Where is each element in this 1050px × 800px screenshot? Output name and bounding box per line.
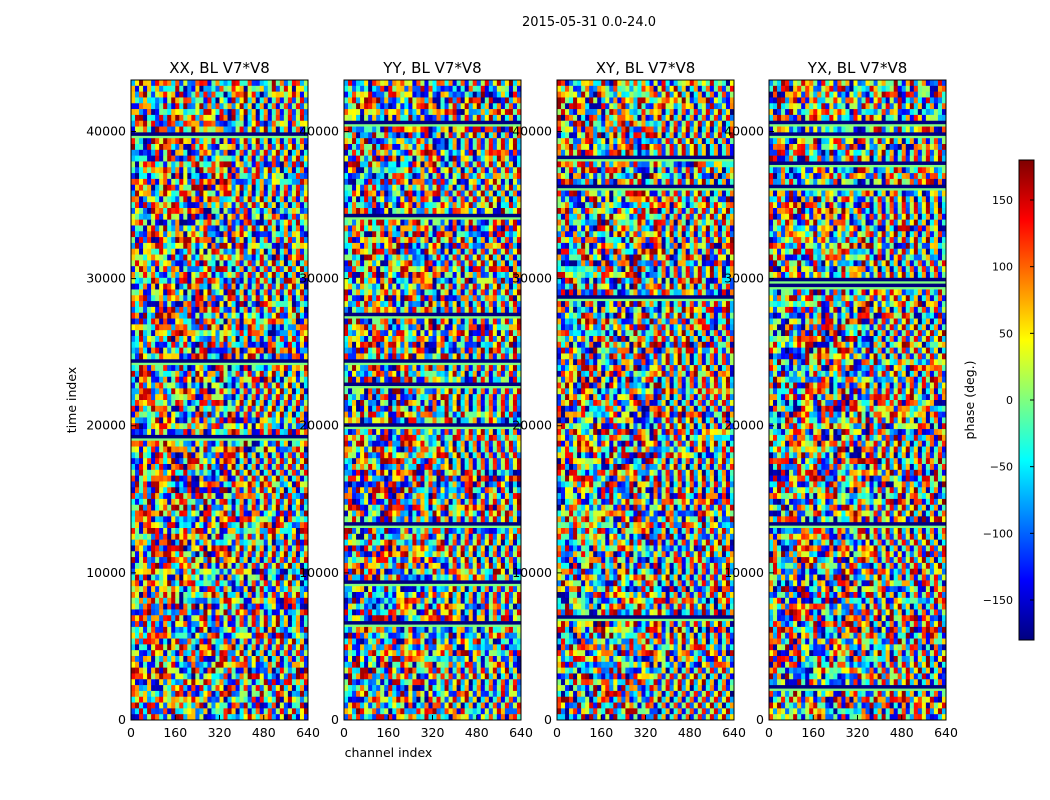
y-tick-label: 10000 [299,565,339,580]
x-tick-label: 160 [801,725,825,740]
panel-title: XY, BL V7*V8 [596,59,696,77]
y-tick-label: 40000 [512,123,552,138]
panel-3: YX, BL V7*V8 0 160 320 480 640 0 10000 20000 3000… [724,59,958,740]
x-tick-label: 640 [722,725,746,740]
x-tick-label: 0 [765,725,773,740]
panel-title: YX, BL V7*V8 [807,59,908,77]
heatmap-image [131,80,308,720]
panel-0: XX, BL V7*V8 0 160 320 480 640 0 10000 20000 3000… [64,59,320,740]
x-axis-label: channel index [345,745,433,760]
y-tick-label: 20000 [86,418,126,433]
colorbar-tick-label: 100 [992,261,1013,274]
panel-title: YY, BL V7*V8 [382,59,481,77]
y-tick-label: 40000 [299,123,339,138]
y-tick-label: 40000 [86,123,126,138]
x-tick-label: 0 [127,725,135,740]
colorbar-tick-label: 150 [992,194,1013,207]
x-tick-label: 160 [589,725,613,740]
colorbar-label: phase (deg.) [962,361,977,440]
x-tick-label: 480 [252,725,276,740]
y-tick-label: 0 [544,712,552,727]
x-tick-label: 160 [163,725,187,740]
x-tick-label: 480 [465,725,489,740]
panel-1: YY, BL V7*V8 0 160 320 480 640 0 10000 20000 3000… [299,59,533,760]
panel-title: XX, BL V7*V8 [169,59,270,77]
y-tick-label: 30000 [512,271,552,286]
y-tick-label: 40000 [724,123,764,138]
panels: XX, BL V7*V8 0 160 320 480 640 0 10000 20000 3000… [64,59,958,760]
y-tick-label: 30000 [86,271,126,286]
x-tick-label: 320 [208,725,232,740]
x-tick-label: 0 [553,725,561,740]
heatmap-image [344,80,521,720]
y-tick-label: 0 [331,712,339,727]
x-tick-label: 0 [340,725,348,740]
colorbar-tick-label: 0 [1006,394,1013,407]
heatmap-image [769,80,946,720]
y-tick-label: 20000 [299,418,339,433]
colorbar: −150 −100 −50 0 50 100 150 phase (deg.) [962,160,1034,640]
x-tick-label: 160 [376,725,400,740]
y-tick-label: 10000 [86,565,126,580]
x-tick-label: 640 [296,725,320,740]
x-tick-label: 480 [890,725,914,740]
colorbar-tick-label: −50 [990,461,1013,474]
x-tick-label: 640 [934,725,958,740]
x-tick-label: 320 [634,725,658,740]
panel-2: XY, BL V7*V8 0 160 320 480 640 0 10000 20000 3000… [512,59,746,740]
y-tick-label: 20000 [512,418,552,433]
y-tick-label: 30000 [724,271,764,286]
y-tick-label: 10000 [724,565,764,580]
y-axis-label: time index [64,367,79,433]
x-tick-label: 480 [678,725,702,740]
colorbar-tick-label: −150 [983,594,1013,607]
y-tick-label: 20000 [724,418,764,433]
y-tick-label: 10000 [512,565,552,580]
figure-suptitle: 2015-05-31 0.0-24.0 [522,15,656,30]
y-tick-label: 0 [118,712,126,727]
x-tick-label: 320 [846,725,870,740]
colorbar-tick-label: 50 [999,327,1013,340]
colorbar-tick-label: −100 [983,527,1013,540]
x-tick-label: 320 [421,725,445,740]
y-tick-label: 0 [756,712,764,727]
heatmap-image [557,80,734,720]
y-tick-label: 30000 [299,271,339,286]
x-tick-label: 640 [509,725,533,740]
